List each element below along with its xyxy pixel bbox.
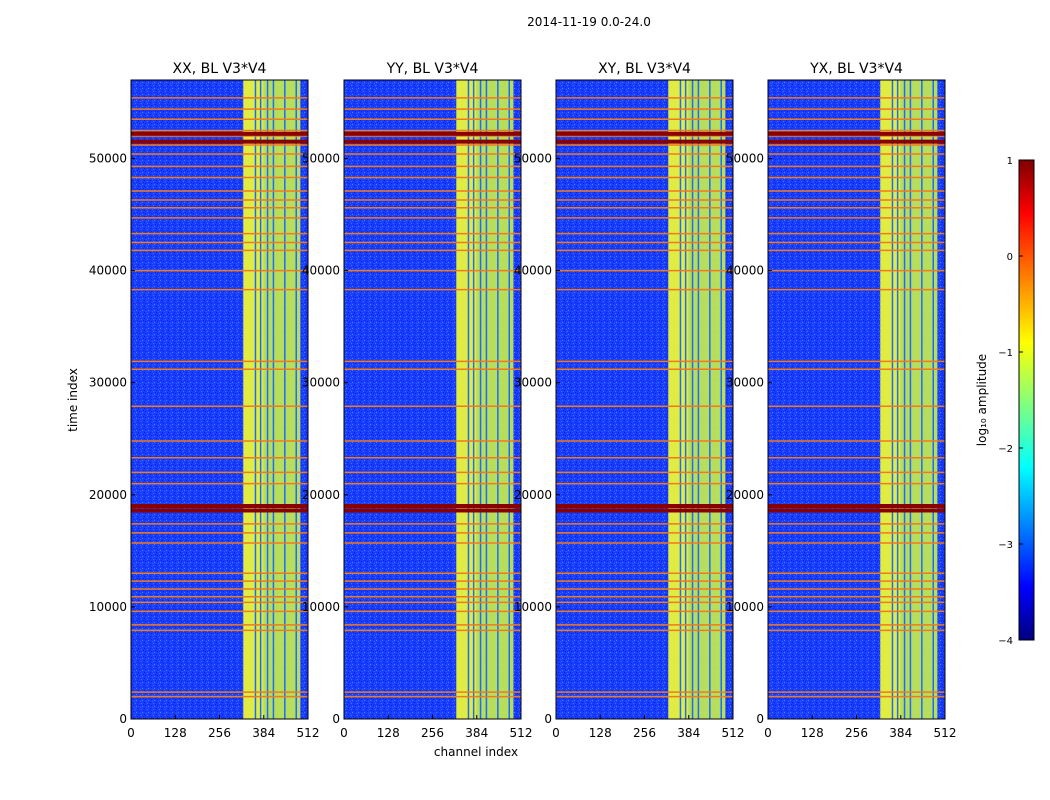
x-tick-label: 128 xyxy=(164,726,187,740)
y-tick-label: 10000 xyxy=(514,600,552,614)
y-tick-label: 20000 xyxy=(302,488,340,502)
x-tick-label: 128 xyxy=(589,726,612,740)
saturated-row xyxy=(344,504,521,508)
panel-title: YY, BL V3*V4 xyxy=(386,61,479,77)
x-tick-label: 128 xyxy=(377,726,400,740)
x-tick-label: 0 xyxy=(340,726,348,740)
colorbar-tick-label: −2 xyxy=(998,444,1013,455)
y-tick-label: 50000 xyxy=(89,151,127,165)
saturated-row xyxy=(131,131,308,136)
x-tick-label: 256 xyxy=(208,726,231,740)
y-tick-label: 20000 xyxy=(726,488,764,502)
panel-title: YX, BL V3*V4 xyxy=(809,61,903,77)
x-tick-label: 512 xyxy=(722,726,745,740)
colorbar-gradient xyxy=(1018,159,1035,641)
signal-band-core xyxy=(456,80,477,719)
y-tick-label: 40000 xyxy=(89,264,127,278)
colorbar-tick-label: 1 xyxy=(1007,156,1013,167)
colorbar-tick-label: −4 xyxy=(998,636,1013,647)
saturated-row xyxy=(768,504,945,508)
x-tick-label: 384 xyxy=(889,726,912,740)
colorbar-label: log₁₀ amplitude xyxy=(975,354,989,446)
y-tick-label: 30000 xyxy=(514,376,552,390)
saturated-row xyxy=(131,508,308,513)
saturated-row xyxy=(344,131,521,136)
saturated-row xyxy=(131,139,308,144)
y-tick-label: 40000 xyxy=(302,264,340,278)
x-tick-label: 512 xyxy=(297,726,320,740)
x-tick-label: 384 xyxy=(465,726,488,740)
signal-band-core xyxy=(243,80,264,719)
saturated-row xyxy=(344,508,521,513)
signal-band-core xyxy=(668,80,689,719)
y-tick-label: 0 xyxy=(544,712,552,726)
y-tick-label: 20000 xyxy=(514,488,552,502)
x-tick-label: 0 xyxy=(552,726,560,740)
y-tick-label: 0 xyxy=(332,712,340,726)
x-axis-label: channel index xyxy=(434,745,518,759)
saturated-row xyxy=(556,504,733,508)
y-tick-label: 10000 xyxy=(89,600,127,614)
saturated-row xyxy=(768,508,945,513)
saturated-row xyxy=(556,508,733,513)
y-tick-label: 30000 xyxy=(726,376,764,390)
saturated-row xyxy=(556,139,733,144)
panel-2: XY, BL V3*V4 0 128 256 384 512 0 10000 20000 3000… xyxy=(514,61,745,740)
panel-title: XY, BL V3*V4 xyxy=(598,61,691,77)
y-tick-label: 50000 xyxy=(726,151,764,165)
panel-3: YX, BL V3*V4 0 128 256 384 512 0 10000 20000 3000… xyxy=(726,61,957,740)
x-tick-label: 0 xyxy=(764,726,772,740)
colorbar: log₁₀ amplitude 1 0 −1 −2 −3 −4 xyxy=(975,156,1035,647)
colorbar-tick-label: −3 xyxy=(998,540,1013,551)
saturated-row xyxy=(131,504,308,508)
y-tick-label: 30000 xyxy=(89,376,127,390)
x-tick-label: 512 xyxy=(510,726,533,740)
colorbar-tick-label: 0 xyxy=(1007,252,1013,263)
y-tick-label: 40000 xyxy=(514,264,552,278)
x-tick-label: 256 xyxy=(421,726,444,740)
x-tick-label: 512 xyxy=(934,726,957,740)
x-tick-label: 256 xyxy=(633,726,656,740)
y-tick-label: 0 xyxy=(119,712,127,726)
panel-title: XX, BL V3*V4 xyxy=(173,61,267,77)
y-tick-label: 50000 xyxy=(514,151,552,165)
panel-1: YY, BL V3*V4 0 128 256 384 512 0 10000 20000 3000… xyxy=(302,61,533,740)
y-tick-label: 40000 xyxy=(726,264,764,278)
y-tick-label: 0 xyxy=(756,712,764,726)
y-tick-label: 20000 xyxy=(89,488,127,502)
x-tick-label: 384 xyxy=(677,726,700,740)
y-tick-label: 10000 xyxy=(726,600,764,614)
saturated-row xyxy=(556,131,733,136)
x-tick-label: 256 xyxy=(845,726,868,740)
figure-title: 2014-11-19 0.0-24.0 xyxy=(527,15,651,29)
x-tick-label: 384 xyxy=(252,726,275,740)
panel-0: XX, BL V3*V4 0 128 256 384 512 0 10000 20000 3000… xyxy=(89,61,320,740)
x-tick-label: 128 xyxy=(801,726,824,740)
saturated-row xyxy=(768,139,945,144)
colorbar-tick-label: −1 xyxy=(998,348,1013,359)
y-tick-label: 10000 xyxy=(302,600,340,614)
panels: XX, BL V3*V4 0 128 256 384 512 0 10000 20000 3000… xyxy=(89,61,957,740)
y-tick-label: 50000 xyxy=(302,151,340,165)
saturated-row xyxy=(768,131,945,136)
signal-band-core xyxy=(880,80,901,719)
x-tick-label: 0 xyxy=(127,726,135,740)
y-tick-label: 30000 xyxy=(302,376,340,390)
y-axis-label: time index xyxy=(66,368,80,432)
saturated-row xyxy=(344,139,521,144)
